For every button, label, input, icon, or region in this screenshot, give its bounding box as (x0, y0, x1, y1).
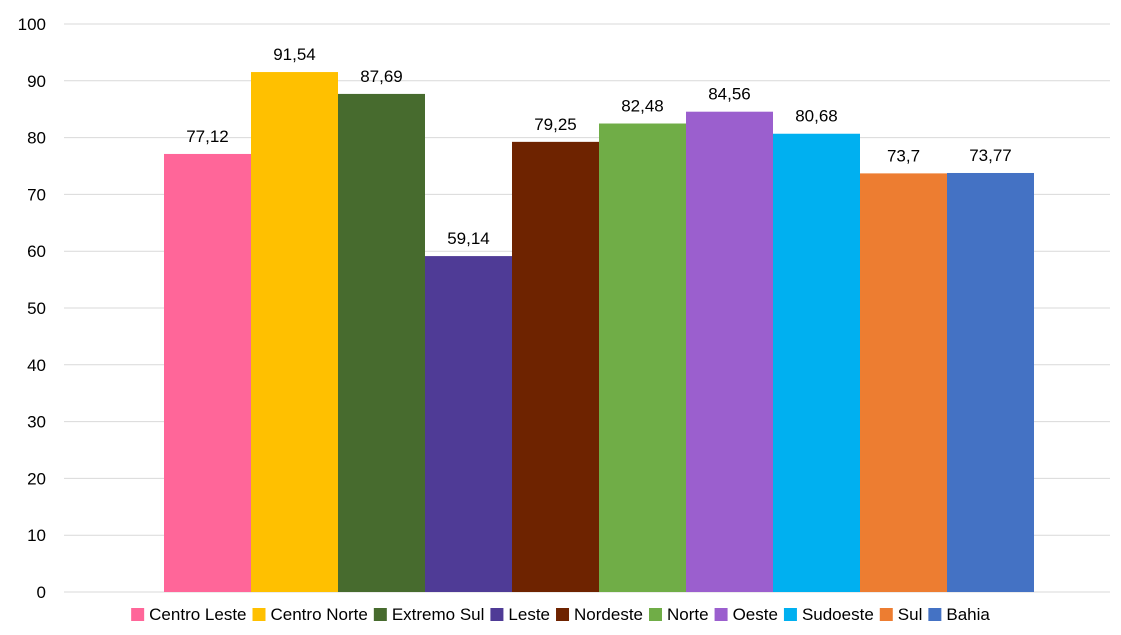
data-label-extremo-sul: 87,69 (360, 67, 403, 86)
data-labels: 77,12 91,54 87,69 59,14 79,25 82,48 84,56 80,68… (186, 45, 1012, 248)
legend-label-centro-leste: Centro Leste (149, 605, 246, 624)
data-label-bahia: 73,77 (969, 146, 1012, 165)
data-label-sudoeste: 80,68 (795, 107, 838, 126)
y-tick-label-50: 50 (27, 299, 46, 318)
legend-label-sudoeste: Sudoeste (802, 605, 874, 624)
legend-item-nordeste: Nordeste (556, 605, 643, 624)
legend-item-sul: Sul (879, 605, 923, 624)
legend-swatch-sudoeste (783, 608, 797, 621)
legend-item-leste: Leste (490, 605, 550, 624)
data-label-norte: 82,48 (621, 97, 664, 116)
y-tick-label-70: 70 (27, 185, 46, 204)
y-tick-label-40: 40 (27, 356, 46, 375)
data-label-oeste: 84,56 (708, 85, 751, 104)
y-axis: 0 10 20 30 40 50 60 70 80 90 100 (18, 15, 46, 602)
legend-swatch-centro-norte (252, 608, 266, 621)
y-tick-label-90: 90 (27, 72, 46, 91)
legend-swatch-nordeste (556, 608, 570, 621)
bar-sudoeste (773, 133, 860, 592)
legend-label-centro-norte: Centro Norte (271, 605, 368, 624)
legend-swatch-leste (490, 608, 504, 621)
legend-swatch-centro-leste (131, 608, 145, 621)
y-tick-label-20: 20 (27, 469, 46, 488)
bar-centro-norte (251, 72, 338, 593)
bars (164, 72, 1034, 593)
legend-label-nordeste: Nordeste (574, 605, 643, 624)
bar-bahia (947, 172, 1034, 593)
y-tick-label-10: 10 (27, 526, 46, 545)
legend-label-leste: Leste (508, 605, 550, 624)
legend-label-norte: Norte (667, 605, 709, 624)
legend-swatch-bahia (928, 608, 942, 621)
y-tick-label-100: 100 (18, 15, 46, 34)
legend-label-sul: Sul (898, 605, 923, 624)
legend-swatch-extremo-sul (373, 608, 387, 621)
bar-centro-leste (164, 153, 251, 592)
bar-sul (860, 173, 947, 592)
y-tick-label-80: 80 (27, 129, 46, 148)
bar-nordeste (512, 141, 599, 593)
bar-leste (425, 256, 512, 592)
legend-item-centro-leste: Centro Leste (131, 605, 247, 624)
data-label-leste: 59,14 (447, 229, 490, 248)
legend-label-extremo-sul: Extremo Sul (392, 605, 485, 624)
legend-swatch-norte (649, 608, 662, 621)
y-tick-label-0: 0 (37, 583, 46, 602)
legend-item-bahia: Bahia (928, 605, 990, 624)
bar-oeste (686, 111, 773, 592)
y-tick-label-60: 60 (27, 242, 46, 261)
legend-swatch-sul (879, 608, 893, 621)
data-label-centro-norte: 91,54 (273, 45, 316, 64)
legend-swatch-oeste (714, 608, 728, 621)
legend-label-oeste: Oeste (733, 605, 778, 624)
legend-item-centro-norte: Centro Norte (252, 605, 368, 624)
data-label-centro-leste: 77,12 (186, 127, 229, 146)
legend-item-norte: Norte (649, 605, 709, 624)
data-label-nordeste: 79,25 (534, 115, 577, 134)
legend-label-bahia: Bahia (946, 605, 990, 624)
legend-item-extremo-sul: Extremo Sul (373, 605, 485, 624)
legend-item-sudoeste: Sudoeste (783, 605, 874, 624)
bar-extremo-sul (338, 93, 425, 592)
y-tick-label-30: 30 (27, 413, 46, 432)
legend: Centro Leste Centro Norte Extremo Sul Leste… (131, 605, 990, 624)
bar-norte (599, 123, 686, 592)
data-label-sul: 73,7 (887, 146, 920, 165)
legend-item-oeste: Oeste (714, 605, 778, 624)
